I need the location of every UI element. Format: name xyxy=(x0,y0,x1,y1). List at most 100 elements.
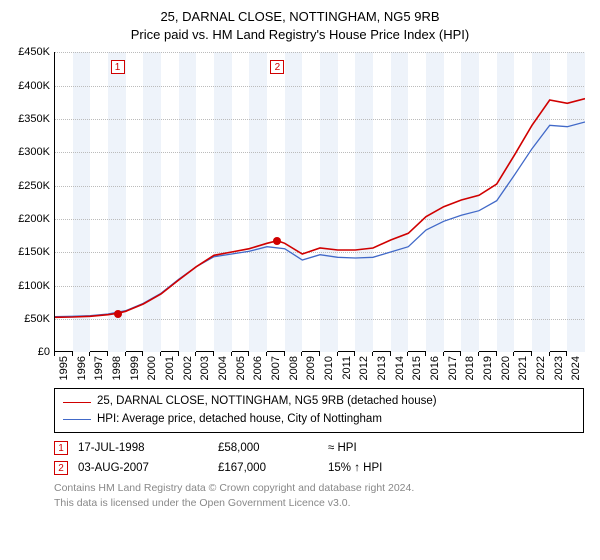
sale-point xyxy=(114,310,122,318)
y-tick-label: £400K xyxy=(10,80,50,92)
sale-point xyxy=(273,237,281,245)
gridline xyxy=(55,186,584,187)
x-tick-label: 2009 xyxy=(305,356,317,380)
gridline xyxy=(55,152,584,153)
x-tick-mark xyxy=(390,352,391,356)
shaded-year-column xyxy=(320,52,338,352)
gridline xyxy=(55,286,584,287)
x-tick-label: 2021 xyxy=(517,356,529,380)
x-tick-label: 1998 xyxy=(111,356,123,380)
x-tick-mark xyxy=(266,352,267,356)
x-tick-label: 2010 xyxy=(323,356,335,380)
gridline xyxy=(55,86,584,87)
x-tick-mark xyxy=(125,352,126,356)
x-tick-label: 1997 xyxy=(93,356,105,380)
x-tick-mark xyxy=(72,352,73,356)
y-tick-label: £300K xyxy=(10,146,50,158)
x-tick-label: 2019 xyxy=(482,356,494,380)
marker-badge-2: 2 xyxy=(270,60,284,74)
sale-badge: 1 xyxy=(54,441,68,455)
x-tick-label: 2013 xyxy=(376,356,388,380)
marker-badge-1: 1 xyxy=(111,60,125,74)
gridline xyxy=(55,52,584,53)
x-tick-label: 1999 xyxy=(129,356,141,380)
sale-date: 17-JUL-1998 xyxy=(78,442,208,454)
x-tick-label: 2020 xyxy=(500,356,512,380)
x-tick-mark xyxy=(566,352,567,356)
x-tick-label: 2023 xyxy=(553,356,565,380)
legend-row: 25, DARNAL CLOSE, NOTTINGHAM, NG5 9RB (d… xyxy=(63,393,575,410)
x-tick-mark xyxy=(195,352,196,356)
sale-price: £58,000 xyxy=(218,442,318,454)
shaded-year-column xyxy=(391,52,409,352)
x-tick-mark xyxy=(284,352,285,356)
legend-label: 25, DARNAL CLOSE, NOTTINGHAM, NG5 9RB (d… xyxy=(97,393,437,410)
x-tick-label: 2022 xyxy=(535,356,547,380)
shaded-year-column xyxy=(214,52,232,352)
y-tick-label: £250K xyxy=(10,180,50,192)
x-tick-label: 2002 xyxy=(182,356,194,380)
gridline xyxy=(55,319,584,320)
x-tick-mark xyxy=(354,352,355,356)
sale-date: 03-AUG-2007 xyxy=(78,462,208,474)
y-tick-label: £100K xyxy=(10,280,50,292)
x-tick-label: 2014 xyxy=(394,356,406,380)
y-tick-label: £350K xyxy=(10,113,50,125)
sale-delta: ≈ HPI xyxy=(328,442,584,454)
shaded-year-column xyxy=(461,52,479,352)
chart-area: 12 £0£50K£100K£150K£200K£250K£300K£350K£… xyxy=(54,52,584,382)
y-tick-label: £0 xyxy=(10,346,50,358)
sales-table: 1 17-JUL-1998 £58,000 ≈ HPI 203-AUG-2007£167… xyxy=(54,441,584,475)
legend-row: HPI: Average price, detached house, City… xyxy=(63,411,575,428)
x-tick-mark xyxy=(496,352,497,356)
x-tick-label: 1995 xyxy=(58,356,70,380)
x-tick-mark xyxy=(549,352,550,356)
x-tick-mark xyxy=(142,352,143,356)
y-tick-label: £150K xyxy=(10,246,50,258)
x-tick-mark xyxy=(407,352,408,356)
x-tick-label: 1996 xyxy=(76,356,88,380)
sale-delta: 15% ↑ HPI xyxy=(328,462,584,474)
shaded-year-column xyxy=(426,52,444,352)
x-tick-mark xyxy=(248,352,249,356)
shaded-year-column xyxy=(532,52,550,352)
chart-container: 25, DARNAL CLOSE, NOTTINGHAM, NG5 9RB Pr… xyxy=(0,0,600,518)
shaded-year-column xyxy=(285,52,303,352)
x-tick-mark xyxy=(425,352,426,356)
legend-label: HPI: Average price, detached house, City… xyxy=(97,411,382,428)
y-tick-label: £50K xyxy=(10,313,50,325)
x-tick-label: 2001 xyxy=(164,356,176,380)
gridline xyxy=(55,119,584,120)
shaded-year-column xyxy=(249,52,267,352)
x-tick-label: 2005 xyxy=(235,356,247,380)
x-tick-mark xyxy=(531,352,532,356)
x-tick-label: 2004 xyxy=(217,356,229,380)
x-tick-label: 2007 xyxy=(270,356,282,380)
x-tick-mark xyxy=(443,352,444,356)
x-tick-label: 2016 xyxy=(429,356,441,380)
x-tick-label: 2006 xyxy=(252,356,264,380)
shaded-year-column xyxy=(108,52,126,352)
title-block: 25, DARNAL CLOSE, NOTTINGHAM, NG5 9RB Pr… xyxy=(12,8,588,44)
gridline xyxy=(55,252,584,253)
x-tick-label: 2011 xyxy=(341,356,353,380)
footer-line-1: Contains HM Land Registry data © Crown c… xyxy=(54,481,584,496)
x-tick-mark xyxy=(337,352,338,356)
y-tick-label: £200K xyxy=(10,213,50,225)
x-tick-mark xyxy=(89,352,90,356)
shaded-year-column xyxy=(497,52,515,352)
x-tick-label: 2024 xyxy=(570,356,582,380)
title-address: 25, DARNAL CLOSE, NOTTINGHAM, NG5 9RB xyxy=(12,8,588,26)
footer-note: Contains HM Land Registry data © Crown c… xyxy=(54,481,584,510)
shaded-year-column xyxy=(179,52,197,352)
sale-row: 1 17-JUL-1998 £58,000 ≈ HPI xyxy=(54,441,584,455)
x-tick-label: 2018 xyxy=(464,356,476,380)
legend-box: 25, DARNAL CLOSE, NOTTINGHAM, NG5 9RB (d… xyxy=(54,388,584,433)
x-tick-label: 2000 xyxy=(146,356,158,380)
x-tick-mark xyxy=(372,352,373,356)
sale-row: 203-AUG-2007£167,00015% ↑ HPI xyxy=(54,461,584,475)
x-tick-mark xyxy=(213,352,214,356)
x-tick-label: 2003 xyxy=(199,356,211,380)
legend-swatch xyxy=(63,419,91,420)
x-tick-mark xyxy=(319,352,320,356)
